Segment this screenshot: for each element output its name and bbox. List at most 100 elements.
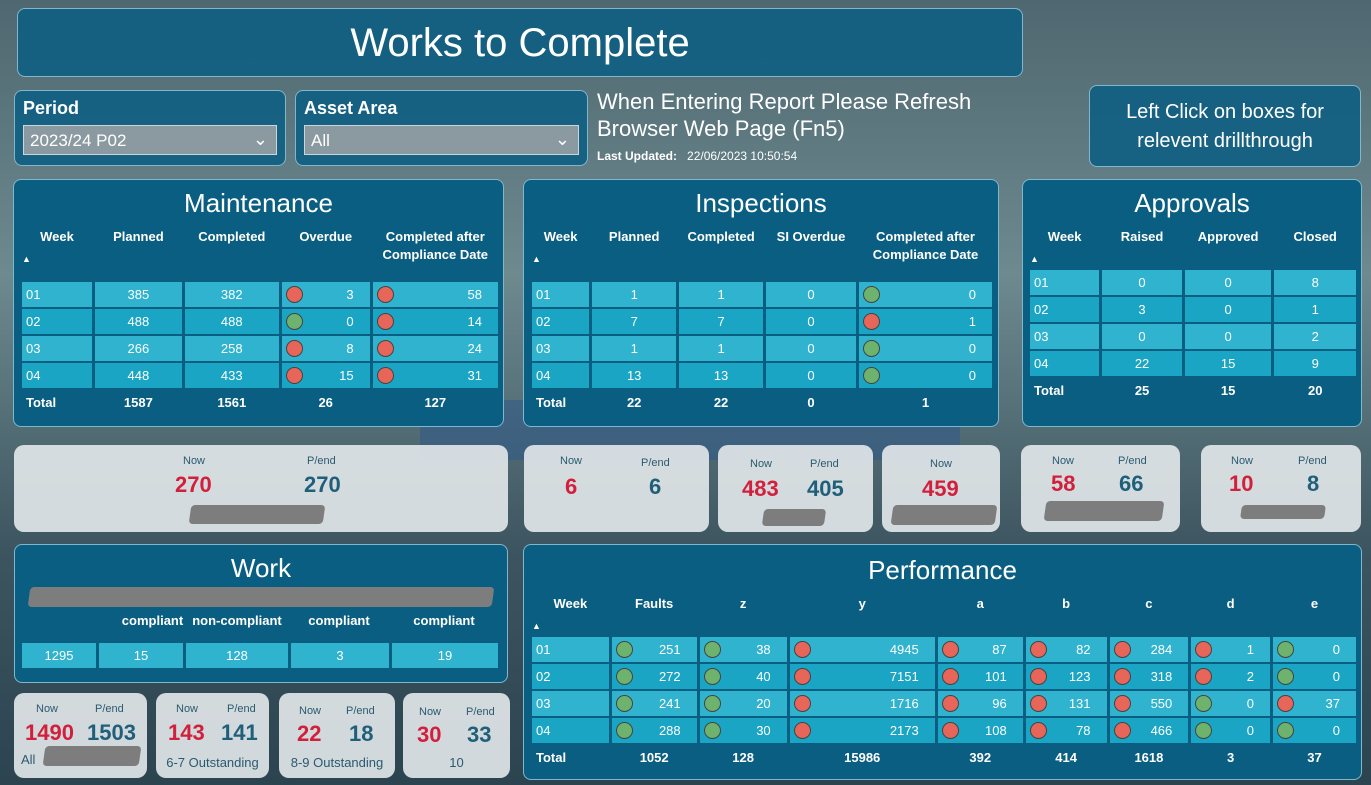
column-header-label: Completed	[687, 229, 755, 244]
column-header[interactable]: b	[1026, 595, 1107, 635]
total-cell: Total	[26, 395, 57, 410]
pend-label: P/end	[810, 458, 839, 470]
table-row[interactable]: 04 448 433 15 31	[22, 363, 498, 388]
green-status-icon	[703, 695, 721, 712]
page-title: Works to Complete	[350, 21, 690, 65]
column-header-label: Planned	[608, 229, 660, 244]
column-header[interactable]: c	[1110, 595, 1189, 635]
inspections-card-3[interactable]: Now 459	[882, 445, 1000, 532]
cell-value: 38	[756, 642, 771, 657]
red-status-icon	[376, 286, 394, 303]
last-updated-value: 22/06/2023 10:50:54	[687, 149, 798, 163]
table-cell: 04	[1030, 351, 1100, 376]
work-card-4[interactable]: Now P/end 30 33 10	[403, 693, 510, 778]
table-row[interactable]: 04 22 15 9	[1030, 351, 1356, 376]
work-card-3[interactable]: Now P/end 22 18 8-9 Outstanding	[279, 693, 395, 778]
inspections-card-1[interactable]: Now P/end 6 6	[524, 445, 709, 532]
table-row[interactable]: 04 13 13 0 0	[532, 363, 992, 388]
cell-value: 37	[1325, 696, 1340, 711]
cell-value: 251	[658, 642, 681, 657]
inspections-card-2[interactable]: Now P/end 483 405	[718, 445, 873, 532]
work-panel[interactable]: Work compliant non-compliant compliant c…	[14, 544, 508, 683]
now-label: Now	[36, 703, 59, 715]
table-cell: 0	[765, 282, 856, 307]
cell-value: 0	[968, 368, 976, 383]
work-card-1[interactable]: Now P/end 1490 1503 All	[14, 693, 147, 778]
approvals-panel[interactable]: Approvals Week ▲ Raised Approved Closed 01 0 0 8…	[1022, 179, 1362, 427]
table-cell: 433	[184, 363, 279, 388]
inspections-panel[interactable]: Inspections Week ▲ Planned Completed SI Over…	[523, 179, 999, 427]
table-cell: 02	[1030, 297, 1100, 322]
column-header[interactable]: Week ▲	[22, 228, 92, 280]
red-status-icon	[793, 722, 811, 739]
work-value-cell: 15	[99, 643, 183, 668]
maintenance-card[interactable]: Now P/end 270 270	[14, 445, 508, 532]
table-row[interactable]: 02 7 7 0 1	[532, 309, 992, 334]
table-row[interactable]: 03 266 258 8 24	[22, 336, 498, 361]
approvals-card-2[interactable]: Now P/end 10 8	[1201, 445, 1361, 532]
cell-value: 24	[467, 341, 482, 356]
table-row[interactable]: 02 3 0 1	[1030, 297, 1356, 322]
table-row[interactable]: 02 272 40 7151 101 123 318 2 0	[532, 664, 1356, 689]
table-row[interactable]: 01 251 38 4945 87 82 284 1 0	[532, 637, 1356, 662]
now-label: Now	[176, 703, 199, 715]
table-cell: 1	[592, 282, 677, 307]
pend-value: 8	[1307, 471, 1320, 496]
column-header[interactable]: Week ▲	[1030, 228, 1099, 268]
now-label: Now	[560, 455, 583, 467]
column-header[interactable]: Week ▲	[532, 595, 609, 635]
cell-value: 96	[992, 696, 1007, 711]
column-header[interactable]: Raised	[1102, 228, 1182, 268]
pend-value: 33	[467, 722, 492, 747]
card-caption: 10	[449, 755, 464, 770]
column-header[interactable]: Approved	[1185, 228, 1272, 268]
column-header[interactable]: Overdue	[282, 228, 370, 280]
table-row[interactable]: 01 385 382 3 58	[22, 282, 498, 307]
table-cell: 13	[592, 363, 677, 388]
maintenance-panel[interactable]: Maintenance Week ▲ Planned Completed Overdue…	[13, 179, 504, 427]
table-row[interactable]: 02 488 488 0 14	[22, 309, 498, 334]
table-row[interactable]: 03 1 1 0 0	[532, 336, 992, 361]
column-header-label: Overdue	[299, 229, 353, 244]
column-header[interactable]: Completed after Compliance Date	[373, 228, 498, 280]
column-header[interactable]: a	[938, 595, 1023, 635]
column-header[interactable]: Completed	[679, 228, 763, 280]
green-status-icon	[862, 286, 880, 303]
asset-area-dropdown[interactable]: All ⌄	[304, 125, 579, 155]
table-row[interactable]: 04 288 30 2173 108 78 466 0 0	[532, 718, 1356, 743]
redaction	[890, 505, 998, 525]
pend-label: P/end	[466, 706, 495, 718]
column-header-label: Completed after Compliance Date	[382, 229, 489, 262]
table-cell: 96	[937, 691, 1023, 716]
column-header[interactable]: e	[1273, 595, 1356, 635]
performance-panel[interactable]: Performance Week ▲ Faults z y a b c d e 01 251 38 494…	[523, 544, 1362, 780]
cell-value: 30	[756, 723, 771, 738]
column-header[interactable]: Closed	[1274, 228, 1356, 268]
table-row[interactable]: 01 1 1 0 0	[532, 282, 992, 307]
column-header[interactable]: Week ▲	[532, 228, 589, 280]
red-status-icon	[1113, 641, 1131, 658]
total-cell: 15986	[844, 750, 881, 765]
column-header[interactable]: Planned	[592, 228, 676, 280]
work-card-2[interactable]: Now P/end 143 141 6-7 Outstanding	[156, 693, 269, 778]
column-header[interactable]: SI Overdue	[766, 228, 856, 280]
table-row[interactable]: 03 0 0 2	[1030, 324, 1356, 349]
table-cell: 01	[1030, 270, 1100, 295]
red-status-icon	[793, 668, 811, 685]
table-row[interactable]: 03 241 20 1716 96 131 550 0 37	[532, 691, 1356, 716]
column-header[interactable]: y	[790, 595, 935, 635]
column-header[interactable]: Faults	[612, 595, 697, 635]
approvals-table: Week ▲ Raised Approved Closed 01 0 0 8 02 3 0 1 03 0 0 2…	[1027, 226, 1359, 405]
period-slicer: Period 2023/24 P02 ⌄	[14, 90, 286, 166]
red-status-icon	[941, 668, 959, 685]
period-dropdown[interactable]: 2023/24 P02 ⌄	[23, 125, 277, 155]
cell-value: 78	[1076, 723, 1091, 738]
column-header[interactable]: d	[1191, 595, 1270, 635]
column-header[interactable]: z	[700, 595, 787, 635]
column-header[interactable]: Completed after Compliance Date	[859, 228, 992, 280]
table-cell: 15	[1184, 351, 1272, 376]
approvals-card-1[interactable]: Now P/end 58 66	[1021, 445, 1180, 532]
column-header[interactable]: Completed	[185, 228, 279, 280]
table-row[interactable]: 01 0 0 8	[1030, 270, 1356, 295]
column-header[interactable]: Planned	[95, 228, 182, 280]
